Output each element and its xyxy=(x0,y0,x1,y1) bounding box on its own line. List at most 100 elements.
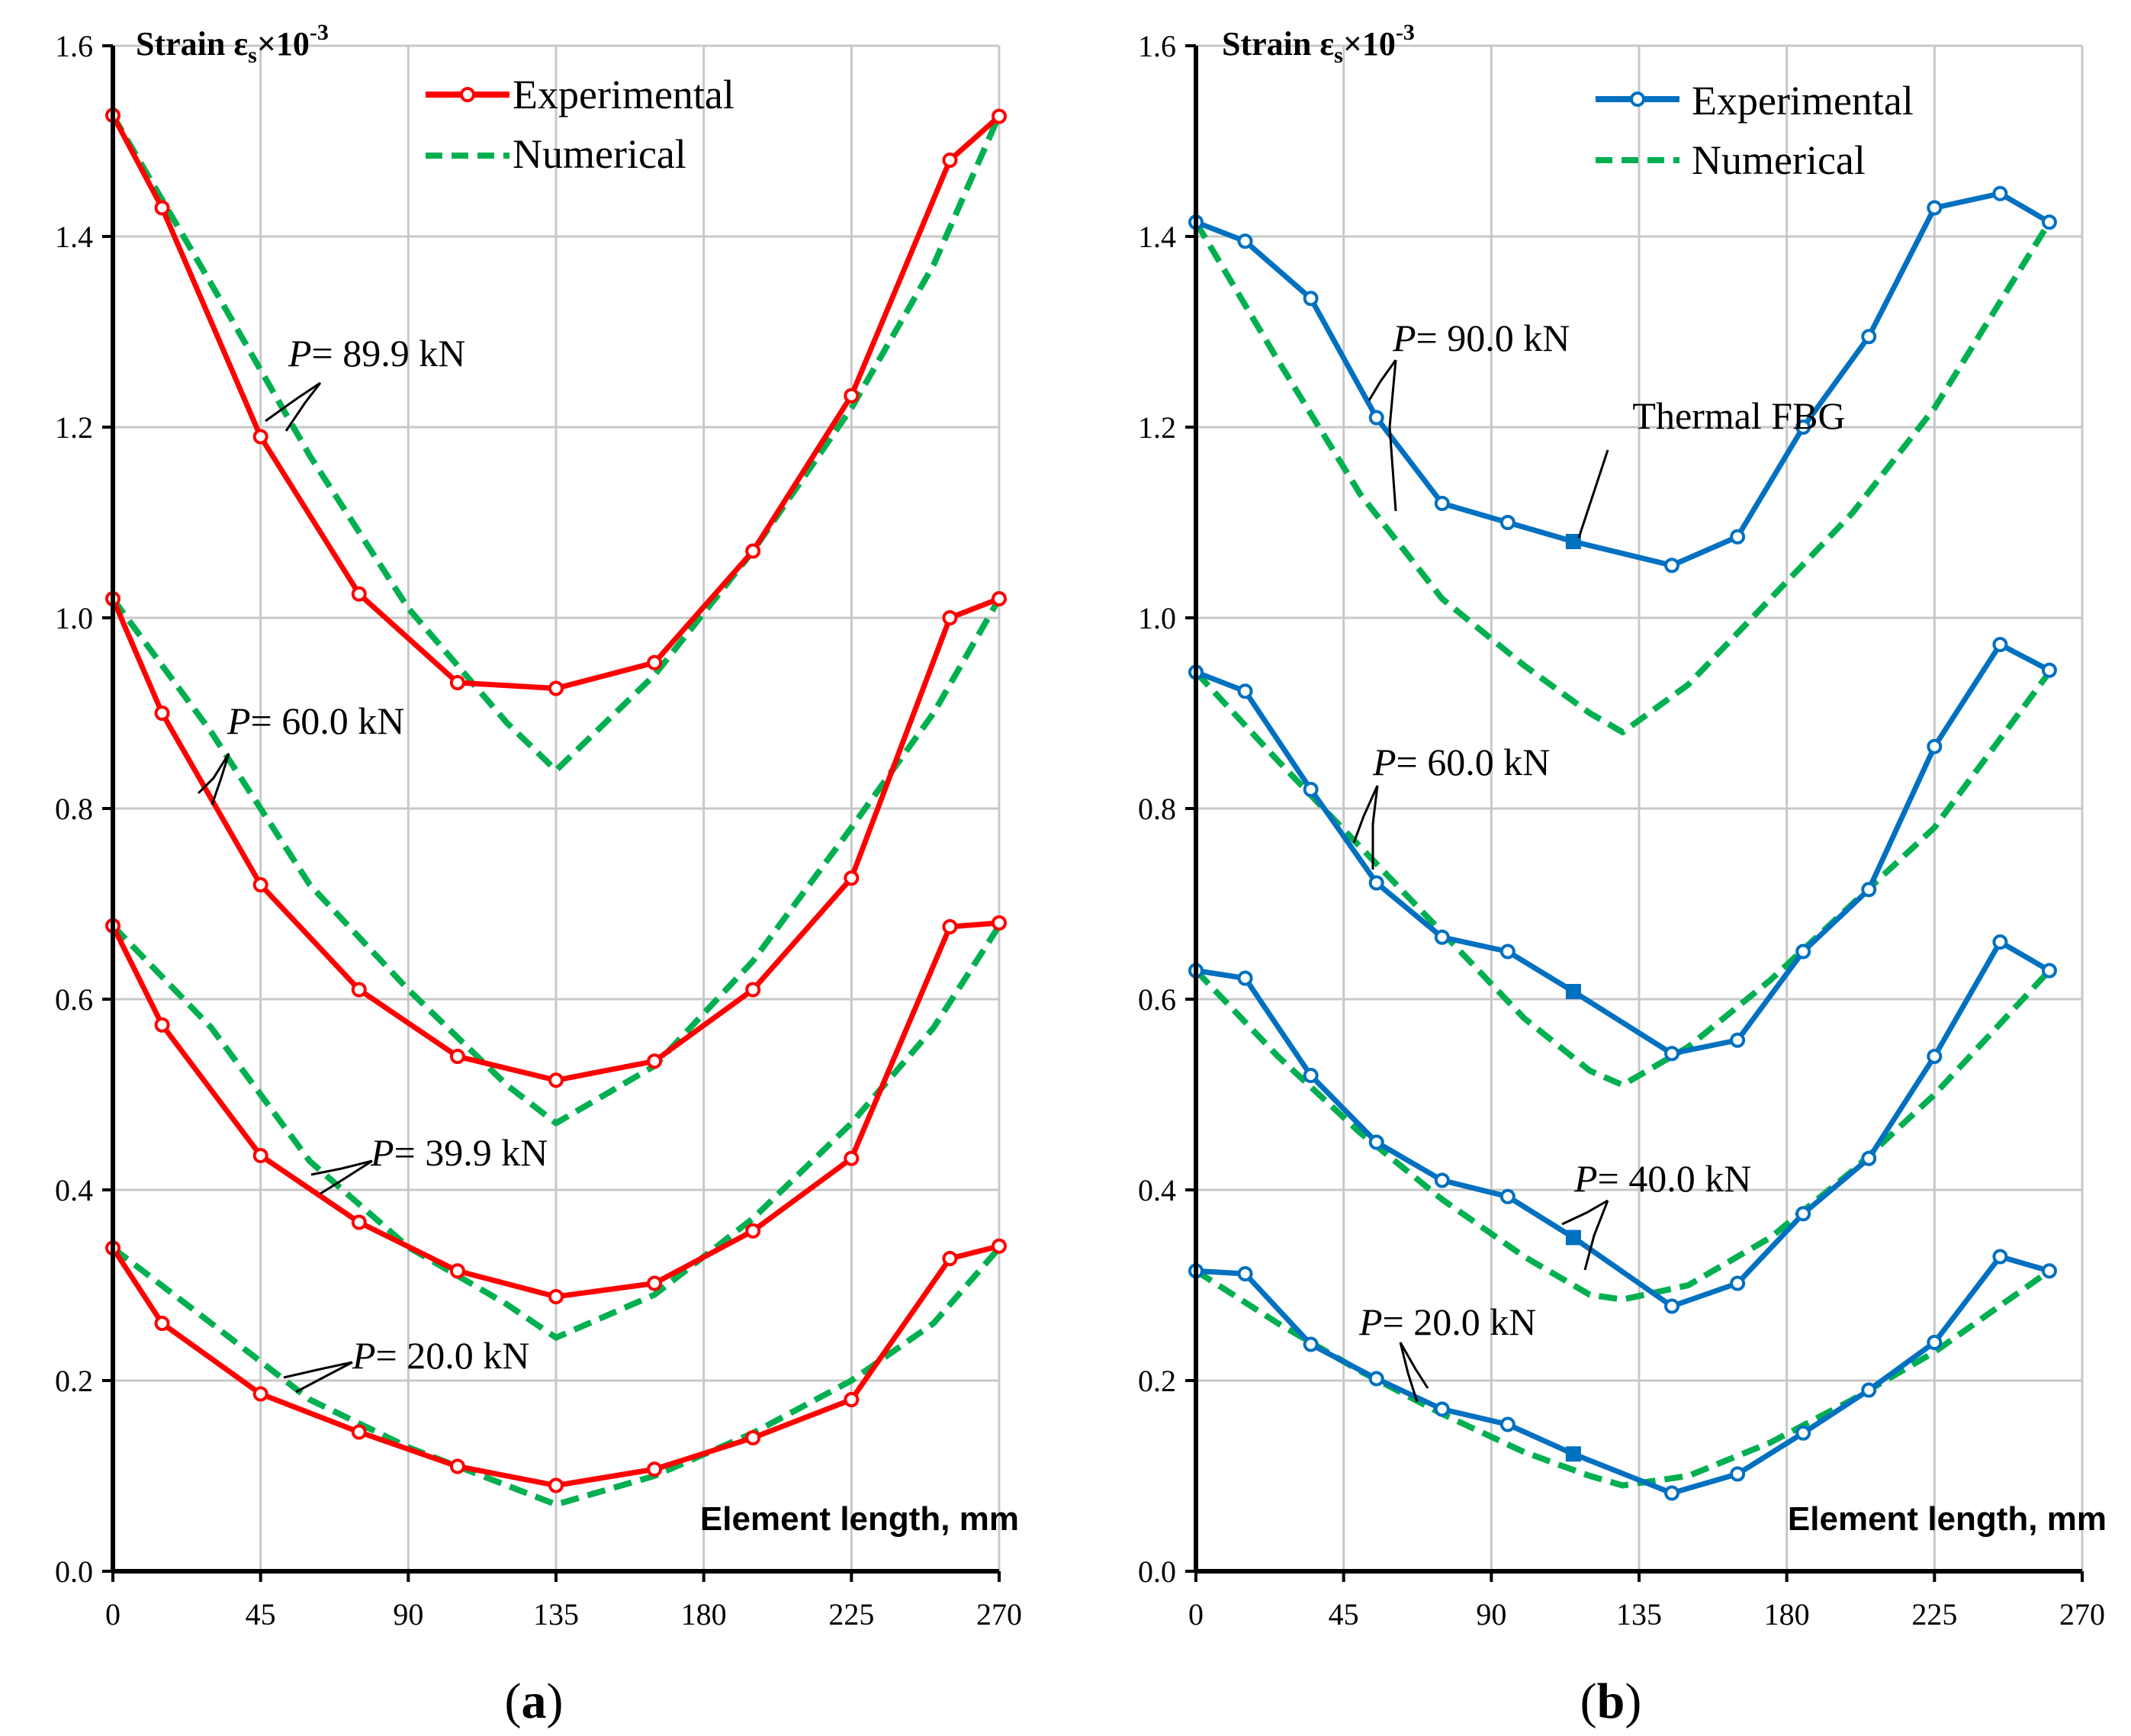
experimental-point xyxy=(1992,185,2008,201)
annotation-leader-b1 xyxy=(1368,359,1397,401)
y-tick-label-b: 0.4 xyxy=(1138,1173,1176,1207)
experimental-point xyxy=(1237,683,1253,699)
x-tick-label-a: 45 xyxy=(246,1597,276,1632)
experimental-point xyxy=(844,870,860,886)
experimental-point xyxy=(2041,662,2057,678)
experimental-point xyxy=(942,610,958,625)
y-tick-label-b: 0.8 xyxy=(1138,792,1176,826)
numerical-line-a-0 xyxy=(110,114,1002,773)
experimental-point xyxy=(844,387,860,403)
experimental-point xyxy=(745,543,761,559)
x-tick-label-a: 135 xyxy=(533,1597,579,1632)
caption-a: (a) xyxy=(505,1673,564,1729)
panel-b: 0.0 0.2 0.4 0.6 0.8 1.0 1.2 1.4 1.6 0 45 90 135 180 22… xyxy=(1138,20,2107,1729)
experimental-point xyxy=(1861,329,1877,345)
experimental-point xyxy=(1434,929,1450,945)
experimental-point xyxy=(1237,970,1253,986)
annotation-leader-a3 xyxy=(310,1159,373,1176)
y-tick-label-a: 1.0 xyxy=(55,601,93,635)
experimental-point xyxy=(1434,496,1450,511)
annotation-leader-b2b xyxy=(1371,785,1379,870)
experimental-point xyxy=(1730,1275,1746,1291)
x-tick-label-b: 225 xyxy=(1911,1597,1957,1632)
annotation-b-60-0: P= 60.0 kN xyxy=(1372,741,1550,783)
experimental-point xyxy=(942,919,958,934)
experimental-point xyxy=(351,586,367,602)
experimental-point xyxy=(1664,558,1680,574)
x-tick-label-b: 135 xyxy=(1616,1597,1662,1632)
x-tick-label-a: 0 xyxy=(105,1597,121,1632)
experimental-point xyxy=(1303,1068,1319,1083)
x-tick-label-b: 180 xyxy=(1764,1597,1810,1632)
thermal-fbg-point xyxy=(1565,984,1581,999)
experimental-point xyxy=(252,429,268,445)
experimental-point xyxy=(154,200,170,216)
experimental-point xyxy=(1730,1466,1746,1482)
experimental-point xyxy=(647,1053,663,1069)
experimental-line-b-0 xyxy=(1194,191,2051,568)
experimental-point xyxy=(1368,875,1384,891)
experimental-point xyxy=(449,675,465,690)
experimental-point xyxy=(1303,291,1319,307)
annotation-leader-b2 xyxy=(1352,785,1379,844)
y-tick-label-a: 0.8 xyxy=(55,792,93,826)
experimental-point xyxy=(1927,200,1943,216)
numerical-line-a-1 xyxy=(110,596,1002,1127)
x-tick-label-a: 180 xyxy=(681,1597,727,1632)
caption-b: (b) xyxy=(1580,1673,1642,1729)
experimental-point xyxy=(1992,1249,2008,1265)
annotation-b-90-0: P= 90.0 kN xyxy=(1392,317,1570,359)
numerical-line-a-3 xyxy=(111,1246,1002,1508)
experimental-point xyxy=(252,877,268,892)
experimental-point xyxy=(1434,1172,1450,1188)
annotation-a-39-9: P= 39.9 kN xyxy=(370,1131,548,1174)
annotation-a-20-0: P= 20.0 kN xyxy=(352,1334,529,1377)
legend-experimental-marker-b xyxy=(1630,92,1645,107)
x-tick-label-a: 225 xyxy=(828,1597,874,1632)
experimental-point xyxy=(1499,515,1515,530)
y-tick-label-a: 0.6 xyxy=(55,982,93,1017)
experimental-point xyxy=(1730,529,1746,545)
y-axis-title-b: Strain εs×10-3 xyxy=(1222,20,1415,68)
experimental-point xyxy=(351,1424,367,1440)
legend-experimental-label-a: Experimental xyxy=(513,72,734,117)
legend-numerical-label-b: Numerical xyxy=(1692,137,1866,183)
numerical-line-b-3 xyxy=(1194,1268,2052,1489)
experimental-point xyxy=(1303,782,1319,797)
x-axis-title-b: Element length, mm xyxy=(1788,1500,2107,1538)
experimental-point xyxy=(449,1263,465,1279)
experimental-point xyxy=(1664,1046,1680,1062)
experimental-line-b-1 xyxy=(1194,641,2051,1056)
annotation-leader-b1b xyxy=(1388,359,1397,512)
experimental-line-b-2 xyxy=(1195,939,2051,1309)
experimental-point xyxy=(548,680,564,696)
experimental-point xyxy=(252,1386,268,1402)
experimental-point xyxy=(647,654,663,670)
experimental-point xyxy=(992,108,1007,124)
experimental-point xyxy=(351,982,367,998)
y-tick-label-b: 1.2 xyxy=(1138,410,1176,445)
x-tick-label-b: 0 xyxy=(1188,1597,1204,1632)
experimental-point xyxy=(1664,1298,1680,1314)
y-tick-label-a: 0.0 xyxy=(55,1554,93,1589)
legend-experimental-marker-a xyxy=(460,87,475,102)
y-tick-label-b: 0.0 xyxy=(1138,1554,1176,1589)
experimental-point xyxy=(1795,1206,1811,1222)
experimental-point xyxy=(1730,1032,1746,1048)
legend-numerical-label-a: Numerical xyxy=(513,131,686,177)
thermal-fbg-point xyxy=(1565,534,1581,549)
y-tick-label-a: 1.4 xyxy=(55,220,93,254)
annotation-leader-b4b xyxy=(1399,1342,1429,1389)
annotation-leader-a3b xyxy=(320,1159,373,1195)
experimental-point xyxy=(1434,1401,1450,1417)
annotation-leader-b3b xyxy=(1583,1200,1609,1271)
experimental-point xyxy=(844,1150,860,1166)
experimental-point xyxy=(449,1458,465,1474)
annotation-b-40-0: P= 40.0 kN xyxy=(1573,1157,1751,1200)
y-tick-label-b: 0.2 xyxy=(1138,1364,1176,1398)
experimental-point xyxy=(1499,944,1515,960)
experimental-point xyxy=(2041,214,2057,230)
experimental-point xyxy=(1992,637,2008,652)
experimental-point xyxy=(647,1275,663,1291)
